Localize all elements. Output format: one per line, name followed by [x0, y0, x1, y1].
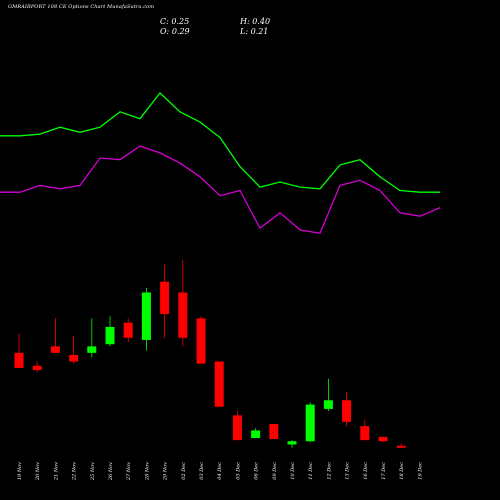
x-tick-label: 17 Dec: [381, 462, 387, 480]
candle-body: [178, 292, 188, 338]
high-label: H:: [240, 17, 250, 26]
candle-body: [123, 322, 133, 338]
high-value: 0.40: [252, 17, 271, 26]
candle: [232, 411, 242, 441]
candle-body: [32, 365, 42, 371]
low-value: 0.21: [250, 27, 269, 36]
lower-band-line: [0, 145, 441, 235]
candle-body: [50, 346, 60, 353]
candle: [196, 316, 206, 364]
candle-body: [305, 404, 315, 442]
candle-body: [232, 415, 242, 441]
x-tick-label: 13 Dec: [345, 462, 351, 480]
candle: [323, 378, 333, 412]
band-lines: [0, 92, 441, 235]
candle: [69, 335, 79, 364]
low-label: L:: [240, 27, 249, 36]
candle-body: [141, 292, 151, 340]
high-readout: H: 0.40: [240, 17, 270, 26]
candle: [32, 361, 42, 373]
low-readout: L: 0.21: [240, 27, 268, 36]
candle: [123, 318, 133, 343]
candle-body: [105, 326, 115, 345]
x-tick-label: 02 Dec: [181, 462, 187, 480]
open-label: O:: [160, 27, 170, 36]
candles: [14, 260, 406, 448]
candle-body: [287, 441, 297, 445]
close-value: 0.25: [171, 17, 190, 26]
candle-body: [14, 352, 24, 368]
candle: [396, 443, 406, 448]
candle: [378, 436, 388, 443]
x-tick-label: 04 Dec: [217, 462, 223, 480]
x-tick-label: 09 Dec: [272, 462, 278, 480]
candle-body: [342, 400, 352, 422]
candle-body: [196, 318, 206, 364]
x-tick-label: 19 Nov: [17, 462, 23, 480]
open-readout: O: 0.29: [160, 27, 190, 36]
x-tick-label: 22 Nov: [72, 462, 78, 481]
close-label: C:: [160, 17, 169, 26]
open-value: 0.29: [171, 27, 190, 36]
candle-body: [87, 346, 97, 353]
x-tick-label: 19 Dec: [417, 462, 423, 480]
candle: [342, 391, 352, 427]
candle: [105, 316, 115, 347]
x-tick-label: 18 Dec: [399, 462, 405, 480]
close-readout: C: 0.25: [160, 17, 189, 26]
candle-body: [360, 426, 370, 441]
candle-body: [269, 423, 279, 440]
chart-title: GMRAIRPORT 108 CE Options Chart MunafaSu…: [8, 4, 155, 10]
x-tick-label: 05 Dec: [235, 462, 241, 480]
x-tick-label: 25 Nov: [90, 462, 96, 481]
candle: [178, 260, 188, 347]
candle-body: [69, 355, 79, 362]
candle: [269, 423, 279, 440]
candle: [214, 361, 224, 407]
candle-body: [396, 445, 406, 448]
candle-body: [251, 430, 261, 438]
candle-body: [323, 400, 333, 409]
x-tick-label: 26 Nov: [108, 462, 114, 481]
candle: [141, 288, 151, 351]
candle-body: [214, 361, 224, 407]
candle: [287, 440, 297, 448]
candle: [251, 428, 261, 438]
candle: [87, 318, 97, 358]
x-tick-label: 21 Nov: [53, 462, 59, 481]
x-axis-labels: 19 Nov 20 Nov 21 Nov 22 Nov 25 Nov 26 Nov 27 N…: [17, 462, 423, 481]
x-tick-label: 27 Nov: [126, 462, 132, 481]
candle: [50, 318, 60, 353]
x-tick-label: 28 Nov: [144, 462, 150, 481]
x-tick-label: 03 Dec: [199, 462, 205, 480]
x-tick-label: 20 Nov: [35, 462, 41, 481]
candle: [360, 419, 370, 441]
candle-body: [160, 281, 170, 315]
x-tick-label: 11 Dec: [308, 462, 314, 480]
candle: [160, 264, 170, 338]
x-tick-label: 12 Dec: [326, 462, 332, 480]
candle: [14, 333, 24, 368]
x-tick-label: 16 Dec: [363, 462, 369, 480]
upper-band-line: [0, 92, 440, 193]
candle: [305, 402, 315, 443]
x-tick-label: 10 Dec: [290, 462, 296, 480]
x-tick-label: 29 Nov: [163, 462, 169, 481]
candle-body: [378, 436, 388, 442]
x-tick-label: 06 Dec: [254, 462, 260, 480]
